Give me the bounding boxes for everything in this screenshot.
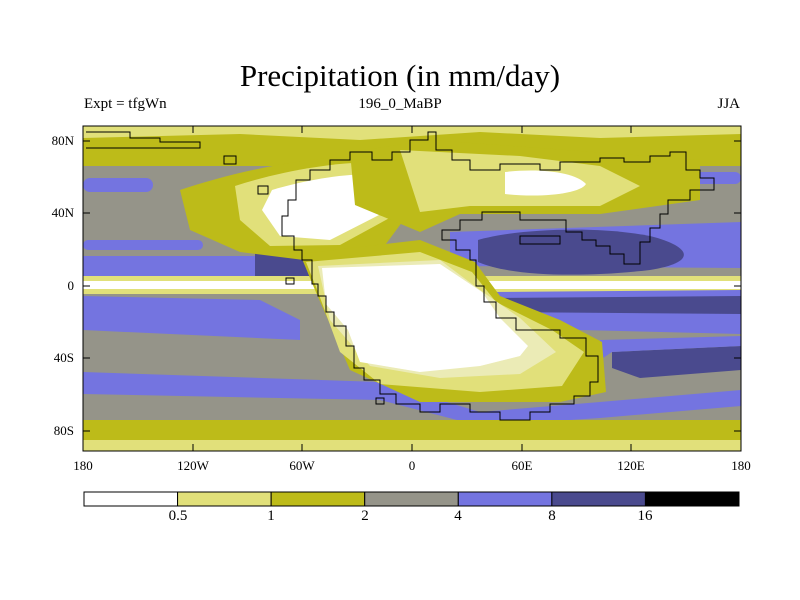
colorbar-label-1: 1 bbox=[267, 508, 275, 524]
coastline-pangaea bbox=[281, 131, 715, 421]
field-eurasia-dry bbox=[505, 170, 586, 196]
lon-label-180e: 180 bbox=[731, 458, 751, 473]
lat-label-40n: 40N bbox=[51, 205, 74, 220]
colorbar-label-16: 16 bbox=[637, 508, 653, 524]
coastlines bbox=[86, 131, 715, 421]
lat-label-40s: 40S bbox=[53, 350, 74, 365]
lon-label-0: 0 bbox=[408, 458, 416, 473]
season-label: JJA bbox=[717, 96, 740, 112]
field-asia-dark bbox=[478, 229, 684, 275]
colorbar-swatch bbox=[551, 491, 646, 507]
field-north-blue-3 bbox=[83, 240, 203, 250]
colorbar-label-0-5: 0.5 bbox=[168, 508, 188, 524]
lon-label-60w: 60W bbox=[289, 458, 315, 473]
colorbar-swatch bbox=[177, 491, 272, 507]
coastline-island-5 bbox=[375, 397, 385, 405]
axis-ticks bbox=[83, 126, 741, 451]
lon-label-120w: 120W bbox=[177, 458, 209, 473]
period-label: 196_0_MaBP bbox=[358, 96, 442, 112]
colorbar-swatch bbox=[83, 491, 179, 507]
colorbar-swatch bbox=[644, 491, 740, 507]
coastline-island-1 bbox=[223, 155, 237, 165]
lat-label-80s: 80S bbox=[53, 423, 74, 438]
colorbar-swatch bbox=[364, 491, 459, 507]
lon-label-120e: 120E bbox=[617, 458, 645, 473]
colorbar-swatch bbox=[270, 491, 366, 507]
field-gondwana-dry bbox=[322, 264, 528, 372]
colorbar-label-4: 4 bbox=[454, 508, 462, 524]
coastline-arctic-island bbox=[86, 131, 201, 149]
field-south-indian-blue bbox=[600, 336, 741, 360]
lat-label-0: 0 bbox=[67, 278, 75, 293]
coastline-island-3 bbox=[285, 277, 295, 285]
colorbar-label-8: 8 bbox=[548, 508, 556, 524]
coastline-island-2 bbox=[257, 185, 269, 195]
lat-label-80n: 80N bbox=[51, 133, 74, 148]
coastline-island-4 bbox=[519, 235, 561, 245]
lon-label-180w: 180 bbox=[73, 458, 93, 473]
colorbar bbox=[83, 491, 740, 507]
map-title: Precipitation (in mm/day) bbox=[239, 58, 561, 93]
experiment-label: Expt = tfgWn bbox=[84, 96, 167, 112]
field-south-blue-west bbox=[83, 296, 300, 340]
lon-label-60e: 60E bbox=[511, 458, 533, 473]
field-south-dark-east bbox=[495, 296, 741, 314]
colorbar-label-2: 2 bbox=[361, 508, 369, 524]
field-north-blue-1 bbox=[83, 178, 153, 192]
field-south-indian-dark bbox=[612, 346, 741, 378]
field-southern-blue-band bbox=[83, 372, 741, 426]
colorbar-swatch bbox=[457, 491, 553, 507]
